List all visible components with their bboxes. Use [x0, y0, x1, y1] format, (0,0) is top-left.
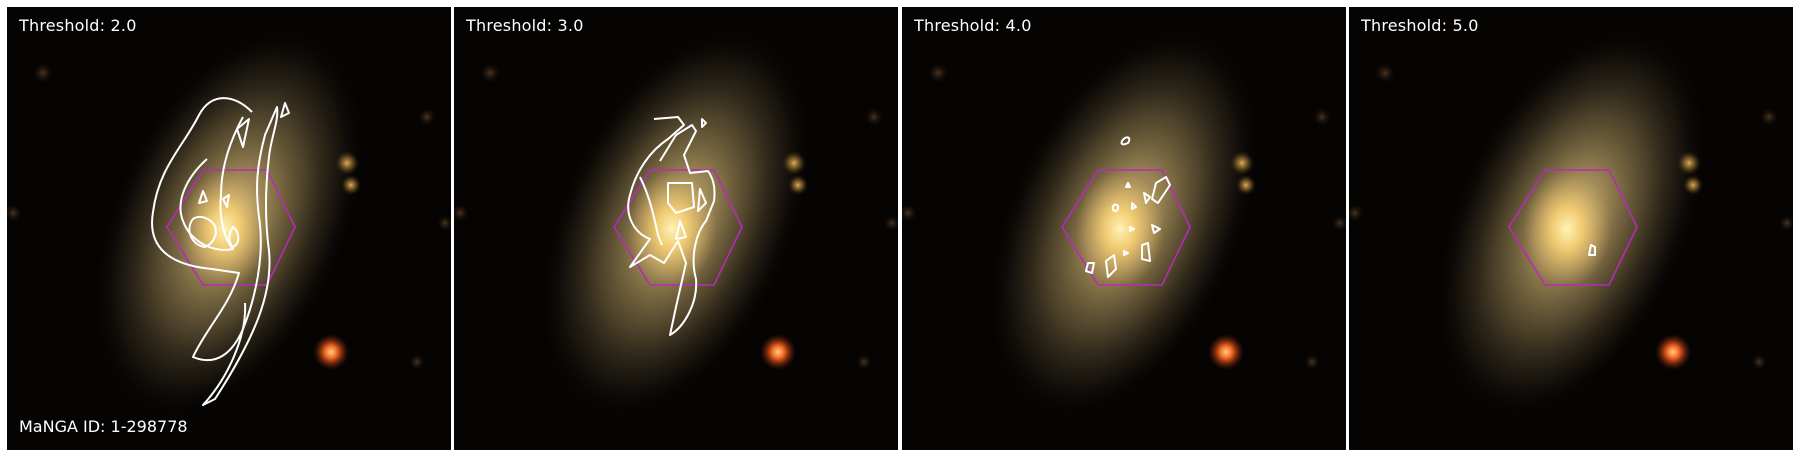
panel-threshold-3: Threshold: 3.0 [454, 7, 898, 450]
galaxy-image [1349, 7, 1793, 450]
threshold-label: Threshold: 4.0 [914, 16, 1032, 35]
panel-threshold-2: Threshold: 2.0 MaNGA ID: 1-298778 [7, 7, 451, 450]
ifu-hexagon [1508, 169, 1638, 286]
galaxy-image [7, 7, 451, 450]
contours [1085, 136, 1171, 278]
galaxy-image [902, 7, 1346, 450]
galaxy-id-label: MaNGA ID: 1-298778 [19, 417, 188, 436]
contours [627, 116, 716, 336]
galaxy-image [454, 7, 898, 450]
panel-threshold-5: Threshold: 5.0 [1349, 7, 1793, 450]
threshold-label: Threshold: 2.0 [19, 16, 137, 35]
threshold-label: Threshold: 5.0 [1361, 16, 1479, 35]
contours [1588, 244, 1596, 256]
ifu-hexagon [613, 169, 743, 286]
ifu-hexagon [1061, 169, 1191, 286]
panel-threshold-4: Threshold: 4.0 [902, 7, 1346, 450]
contours [151, 97, 290, 406]
threshold-label: Threshold: 3.0 [466, 16, 584, 35]
